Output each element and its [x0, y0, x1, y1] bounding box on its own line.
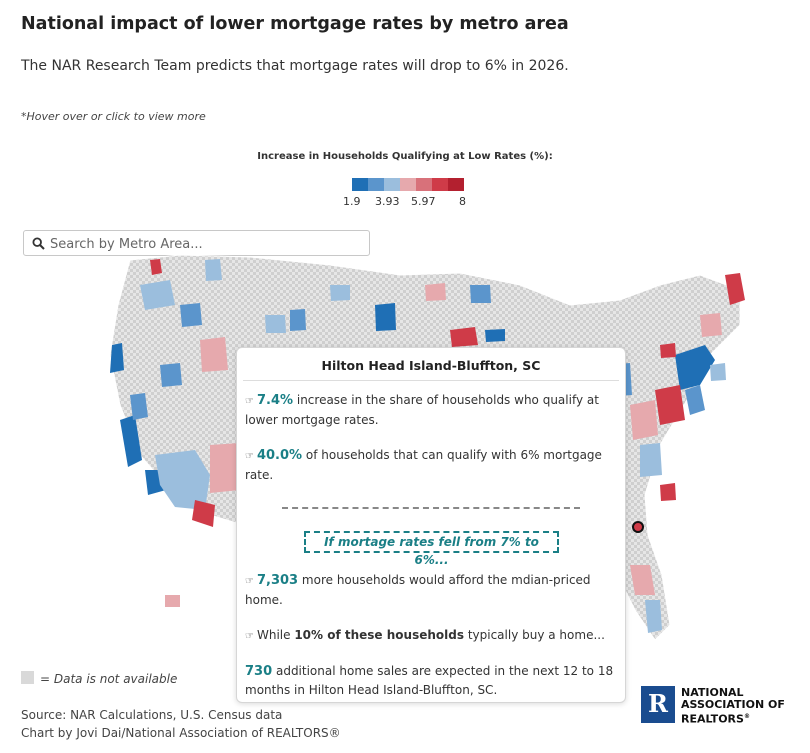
tooltip-stat-qualify-share: ☞ 40.0% of households that can qualify wi… — [245, 446, 615, 484]
tooltip-stat-buyers: ☞ While 10% of these households typically… — [245, 626, 615, 646]
metro-search-box[interactable] — [23, 230, 370, 256]
tooltip-stat-qualify-increase: ☞ 7.4% increase in the share of household… — [245, 391, 615, 429]
pointing-hand-icon: ☞ — [245, 396, 254, 407]
tooltip-stat-households: ☞ 7,303 more households would afford the … — [245, 571, 615, 609]
metro-regions-central[interactable] — [265, 283, 505, 347]
selected-metro-marker[interactable] — [632, 521, 644, 533]
stat1-text: increase in the share of households who … — [245, 393, 599, 427]
chart-credit: Chart by Jovi Dai/National Association o… — [21, 726, 341, 740]
realtor-r-logo-icon: R — [641, 686, 675, 723]
logo-mark-letter: R — [648, 689, 668, 718]
legend-swatch-3 — [384, 178, 400, 191]
search-icon — [32, 237, 45, 250]
stat4-suffix: typically buy a home... — [467, 628, 605, 642]
chart-title: National impact of lower mortgage rates … — [21, 14, 569, 34]
legend-label-2: 3.93 — [375, 195, 400, 208]
search-input[interactable] — [48, 233, 367, 255]
tooltip-stat-home-sales: 730 additional home sales are expected i… — [245, 662, 615, 699]
pointing-hand-icon: ☞ — [245, 576, 254, 587]
stat3-value: 7,303 — [256, 573, 299, 588]
legend-swatch-6 — [432, 178, 448, 191]
legend-swatch-2 — [368, 178, 384, 191]
stat1-value: 7.4% — [256, 393, 294, 408]
rate-scenario-callout: If mortage rates fell from 7% to 6%... — [304, 531, 559, 567]
tooltip-title: Hilton Head Island-Bluffton, SC — [321, 358, 541, 373]
legend-color-bar — [352, 178, 464, 191]
legend-swatch-1 — [352, 178, 368, 191]
logo-line-1: NATIONAL — [681, 686, 744, 699]
logo-line-2: ASSOCIATION OF — [681, 698, 785, 711]
source-note: Source: NAR Calculations, U.S. Census da… — [21, 708, 283, 722]
nar-wordmark: NATIONAL ASSOCIATION OF REALTORS® — [681, 687, 801, 726]
stat4-prefix: While — [256, 628, 291, 642]
pointing-hand-icon: ☞ — [245, 451, 254, 462]
tooltip-divider — [243, 380, 619, 381]
metro-regions-east[interactable] — [605, 273, 745, 633]
legend-swatch-5 — [416, 178, 432, 191]
logo-line-3: REALTORS® — [681, 712, 750, 726]
metro-tooltip: Hilton Head Island-Bluffton, SC ☞ 7.4% in… — [236, 347, 626, 703]
stat3-text: more households would afford the mdian-p… — [245, 573, 591, 607]
stat2-value: 40.0% — [256, 448, 303, 463]
legend-label-max: 8 — [459, 195, 466, 208]
legend-label-min: 1.9 — [343, 195, 361, 208]
stat5-text: additional home sales are expected in th… — [245, 664, 614, 697]
legend-swatch-4 — [400, 178, 416, 191]
chart-subtitle: The NAR Research Team predicts that mort… — [21, 58, 569, 74]
tooltip-dashed-divider — [282, 507, 580, 509]
legend-swatch-7 — [448, 178, 464, 191]
hover-hint: *Hover over or click to view more — [21, 110, 206, 123]
legend-title: Increase in Households Qualifying at Low… — [257, 151, 553, 162]
stat4-bold: 10% of these households — [294, 628, 464, 642]
pointing-hand-icon: ☞ — [245, 631, 254, 642]
stat2-text: of households that can qualify with 6% m… — [245, 448, 602, 482]
stat5-value: 730 — [245, 664, 273, 679]
legend-label-3: 5.97 — [411, 195, 436, 208]
na-swatch — [21, 671, 34, 684]
na-legend-label: = Data is not available — [40, 672, 178, 686]
